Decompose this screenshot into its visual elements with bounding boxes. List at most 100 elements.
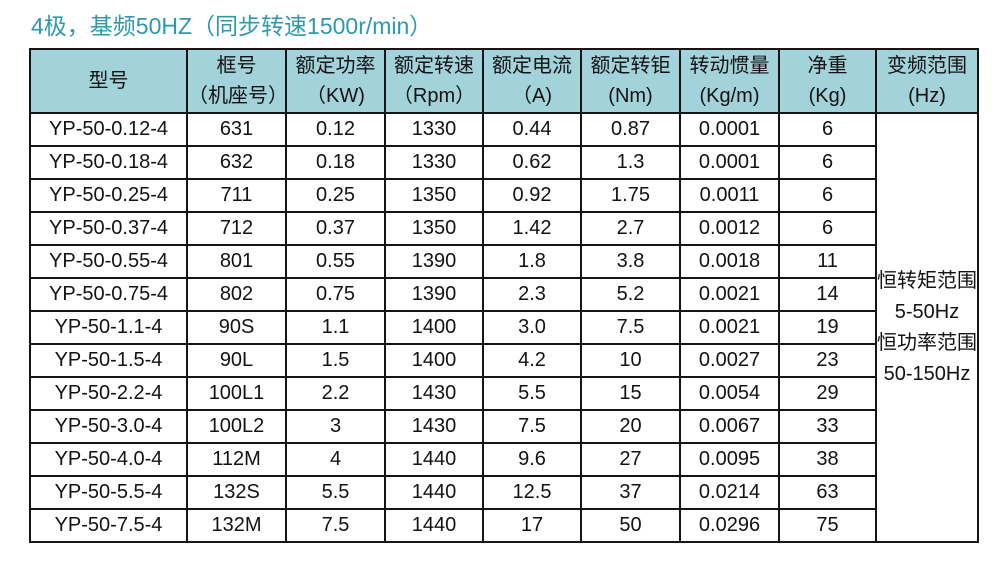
cell-net-weight: 33 xyxy=(778,409,877,444)
cell-rated-current: 7.5 xyxy=(482,409,582,444)
cell-frame: 801 xyxy=(186,244,287,279)
cell-rated-speed: 1400 xyxy=(384,343,484,378)
cell-rated-torque: 3.8 xyxy=(580,244,681,279)
motor-spec-table: 型号 框号 （机座号） 额定功率 （KW) 额定转速 （Rpm） 额定电流 xyxy=(29,48,979,543)
cell-frame: 100L2 xyxy=(186,409,287,444)
cell-model: YP-50-1.1-4 xyxy=(29,310,188,345)
cell-rated-torque: 2.7 xyxy=(580,211,681,246)
cell-rated-power: 4 xyxy=(285,442,386,477)
cell-inertia: 0.0011 xyxy=(679,178,780,213)
cell-model: YP-50-3.0-4 xyxy=(29,409,188,444)
cell-frame: 90S xyxy=(186,310,287,345)
col-header-line2: （Rpm） xyxy=(392,85,476,107)
page-title: 4极，基频50HZ（同步转速1500r/min） xyxy=(31,13,433,39)
col-header-line1: 变频范围 xyxy=(887,55,967,77)
col-header-line1: 额定电流 xyxy=(492,55,572,77)
cell-rated-current: 4.2 xyxy=(482,343,582,378)
cell-inertia: 0.0067 xyxy=(679,409,780,444)
col-header-inertia: 转动惯量 (Kg/m) xyxy=(679,48,780,114)
freq-range-line: 50-150Hz xyxy=(883,362,971,385)
col-header-line2: （机座号） xyxy=(188,85,286,107)
cell-rated-torque: 1.75 xyxy=(580,178,681,213)
cell-rated-speed: 1400 xyxy=(384,310,484,345)
cell-net-weight: 11 xyxy=(778,244,877,279)
cell-inertia: 0.0018 xyxy=(679,244,780,279)
cell-inertia: 0.0054 xyxy=(679,376,780,411)
col-header-freq-range: 变频范围 (Hz) xyxy=(875,48,979,114)
cell-model: YP-50-0.12-4 xyxy=(29,112,188,147)
cell-rated-current: 2.3 xyxy=(482,277,582,312)
cell-rated-current: 0.62 xyxy=(482,145,582,180)
col-header-line1: 转动惯量 xyxy=(689,55,770,77)
cell-rated-speed: 1440 xyxy=(384,442,484,477)
table-row: YP-50-0.25-4 711 0.25 1350 0.92 1.75 0.0011 6 xyxy=(29,178,978,213)
cell-rated-current: 1.8 xyxy=(482,244,582,279)
cell-rated-speed: 1330 xyxy=(384,145,484,180)
col-header-line1: 额定转钜 xyxy=(590,55,671,77)
cell-rated-current: 0.44 xyxy=(482,112,582,147)
cell-rated-torque: 37 xyxy=(580,475,681,510)
table-row: YP-50-1.1-4 90S 1.1 1400 3.0 7.5 0.0021 19 xyxy=(29,310,978,345)
col-header-line1: 额定功率 xyxy=(295,55,376,77)
table-row: YP-50-1.5-4 90L 1.5 1400 4.2 10 0.0027 23 xyxy=(29,343,978,378)
cell-net-weight: 6 xyxy=(778,178,877,213)
cell-inertia: 0.0001 xyxy=(679,112,780,147)
table-row: YP-50-0.18-4 632 0.18 1330 0.62 1.3 0.0001 6 xyxy=(29,145,978,180)
cell-rated-speed: 1440 xyxy=(384,508,484,543)
cell-rated-torque: 27 xyxy=(580,442,681,477)
freq-range-cell: 恒转矩范围 5-50Hz 恒功率范围 50-150Hz xyxy=(875,112,979,543)
header-row: 型号 框号 （机座号） 额定功率 （KW) 额定转速 （Rpm） 额定电流 xyxy=(29,48,979,114)
col-header-line2: (Kg/m) xyxy=(699,85,760,107)
col-header-rated-speed: 额定转速 （Rpm） xyxy=(384,48,484,114)
table-row: YP-50-5.5-4 132S 5.5 1440 12.5 37 0.0214 63 xyxy=(29,475,978,510)
table-row: YP-50-0.12-4 631 0.12 1330 0.44 0.87 0.0001 6 恒转… xyxy=(29,112,979,543)
cell-net-weight: 38 xyxy=(778,442,877,477)
col-header-line1: 型号 xyxy=(88,70,129,92)
cell-inertia: 0.0021 xyxy=(679,310,780,345)
cell-frame: 631 xyxy=(186,112,287,147)
cell-rated-torque: 10 xyxy=(580,343,681,378)
cell-model: YP-50-5.5-4 xyxy=(29,475,188,510)
cell-rated-current: 0.92 xyxy=(482,178,582,213)
cell-inertia: 0.0012 xyxy=(679,211,780,246)
cell-rated-speed: 1390 xyxy=(384,277,484,312)
cell-net-weight: 19 xyxy=(778,310,877,345)
cell-frame: 132M xyxy=(186,508,287,543)
cell-rated-power: 5.5 xyxy=(285,475,386,510)
cell-rated-current: 17 xyxy=(482,508,582,543)
cell-net-weight: 63 xyxy=(778,475,877,510)
cell-rated-speed: 1350 xyxy=(384,211,484,246)
cell-rated-speed: 1350 xyxy=(384,178,484,213)
freq-range-line: 恒转矩范围 xyxy=(877,269,977,292)
cell-rated-power: 1.5 xyxy=(285,343,386,378)
cell-rated-power: 1.1 xyxy=(285,310,386,345)
cell-model: YP-50-0.18-4 xyxy=(29,145,188,180)
col-header-line2: （A) xyxy=(512,85,552,107)
col-header-line2: （KW) xyxy=(306,85,365,107)
cell-inertia: 0.0027 xyxy=(679,343,780,378)
cell-rated-torque: 15 xyxy=(580,376,681,411)
table-row: YP-50-0.55-4 801 0.55 1390 1.8 3.8 0.0018 11 xyxy=(29,244,978,279)
cell-frame: 632 xyxy=(186,145,287,180)
cell-model: YP-50-4.0-4 xyxy=(29,442,188,477)
table-body: YP-50-0.12-4 631 0.12 1330 0.44 0.87 0.0001 6 恒转… xyxy=(29,112,979,543)
table-row: YP-50-4.0-4 112M 4 1440 9.6 27 0.0095 38 xyxy=(29,442,978,477)
cell-inertia: 0.0214 xyxy=(679,475,780,510)
col-header-line2: (Hz) xyxy=(908,85,946,107)
page: 4极，基频50HZ（同步转速1500r/min） 型号 框号 （机座号） 额定功… xyxy=(29,13,979,543)
cell-net-weight: 14 xyxy=(778,277,877,312)
table-row: YP-50-2.2-4 100L1 2.2 1430 5.5 15 0.0054 29 xyxy=(29,376,978,411)
cell-net-weight: 75 xyxy=(778,508,877,543)
freq-range-line: 5-50Hz xyxy=(894,300,960,323)
col-header-line1: 净重 xyxy=(807,55,848,77)
cell-model: YP-50-2.2-4 xyxy=(29,376,188,411)
cell-inertia: 0.0296 xyxy=(679,508,780,543)
cell-net-weight: 23 xyxy=(778,343,877,378)
cell-frame: 802 xyxy=(186,277,287,312)
cell-frame: 112M xyxy=(186,442,287,477)
cell-rated-current: 12.5 xyxy=(482,475,582,510)
cell-rated-power: 0.25 xyxy=(285,178,386,213)
cell-model: YP-50-0.55-4 xyxy=(29,244,188,279)
cell-rated-torque: 5.2 xyxy=(580,277,681,312)
cell-rated-power: 0.55 xyxy=(285,244,386,279)
